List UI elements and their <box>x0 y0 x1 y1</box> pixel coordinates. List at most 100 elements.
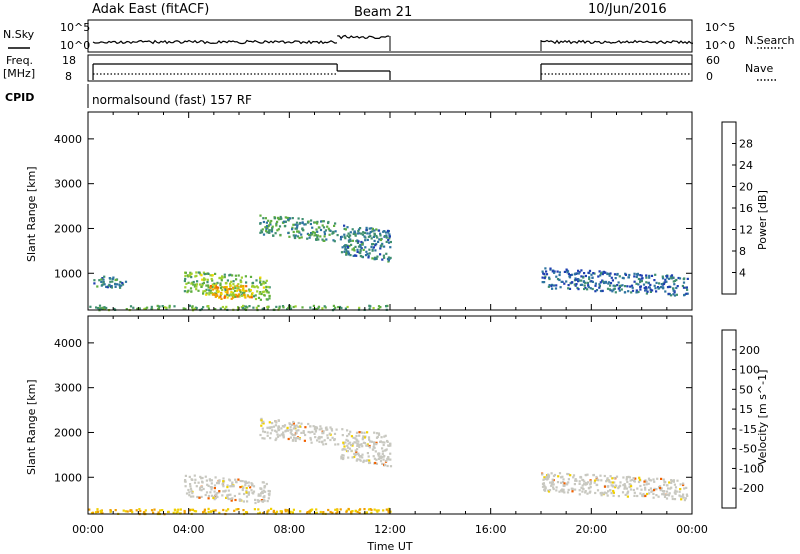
echo-cell <box>184 277 187 280</box>
colorbar-tick-label: 12 <box>739 224 753 237</box>
echo-cell <box>289 305 292 308</box>
echo-cell <box>345 248 348 251</box>
echo-cell <box>297 217 300 220</box>
echo-cell <box>681 284 684 288</box>
echo-cell <box>163 306 166 309</box>
echo-cell <box>617 287 620 290</box>
echo-cell <box>206 278 209 281</box>
echo-cell <box>143 307 146 311</box>
echo-cell <box>678 277 682 280</box>
echo-cell <box>674 486 678 489</box>
echo-cell <box>239 291 242 294</box>
echo-cell <box>108 277 111 280</box>
echo-cell <box>673 498 677 501</box>
echo-cell <box>271 422 274 425</box>
echo-cell <box>226 290 229 293</box>
echo-cell <box>259 280 262 283</box>
echo-cell <box>282 435 285 438</box>
echo-cell <box>322 443 325 446</box>
echo-cell <box>560 280 563 283</box>
echo-cell <box>223 276 226 279</box>
echo-cell <box>575 283 578 286</box>
echo-cell <box>176 510 179 513</box>
echo-cell <box>639 492 642 495</box>
echo-cell <box>282 431 285 434</box>
echo-cell <box>352 232 355 235</box>
echo-cell <box>247 481 250 484</box>
echo-cell <box>320 220 323 223</box>
echo-cell <box>235 289 238 292</box>
echo-cell <box>616 284 619 287</box>
echo-cell <box>210 479 213 482</box>
echo-cell <box>224 282 227 285</box>
echo-cell <box>349 441 352 444</box>
echo-cell <box>595 477 598 480</box>
echo-cell <box>224 287 227 290</box>
echo-cell <box>547 490 551 493</box>
echo-cell <box>386 229 390 232</box>
echo-cell <box>195 285 198 288</box>
echo-cell <box>287 509 290 512</box>
echo-cell <box>645 483 648 486</box>
echo-cell <box>93 282 96 285</box>
echo-cell <box>366 452 369 455</box>
echo-cell <box>683 294 686 297</box>
echo-cell <box>187 488 190 492</box>
echo-cell <box>326 225 329 228</box>
echo-cell <box>290 429 293 432</box>
echo-cell <box>607 282 610 285</box>
echo-cell <box>589 486 592 489</box>
echo-cell <box>375 436 379 439</box>
echo-cell <box>389 246 392 249</box>
echo-cell <box>376 510 379 513</box>
echo-cell <box>124 510 127 513</box>
echo-cell <box>642 283 646 286</box>
echo-cell <box>335 512 338 515</box>
echo-cell <box>103 308 106 311</box>
echo-cell <box>318 440 321 443</box>
echo-cell <box>543 484 546 487</box>
power-x-ticks <box>87 112 693 310</box>
echo-cell <box>297 230 300 233</box>
echo-cell <box>341 434 344 437</box>
echo-cell <box>368 248 371 251</box>
echo-cell <box>357 440 360 443</box>
echo-cell <box>266 305 269 309</box>
echo-cell <box>268 295 271 298</box>
echo-cell <box>340 306 343 310</box>
echo-cell <box>230 280 233 283</box>
echo-cell <box>379 455 383 458</box>
echo-cell <box>195 271 198 274</box>
echo-cell <box>290 432 293 436</box>
echo-cell <box>259 433 262 437</box>
echo-cell <box>568 287 572 290</box>
echo-cell <box>380 436 383 439</box>
echo-cell <box>268 286 271 289</box>
echo-cell <box>344 441 347 444</box>
echo-cell <box>567 272 570 275</box>
freq-label: Freq. <box>6 54 33 67</box>
echo-cell <box>324 442 328 446</box>
echo-cell <box>200 489 203 492</box>
echo-cell <box>295 424 298 427</box>
echo-cell <box>345 438 348 441</box>
echo-cell <box>296 230 299 233</box>
echo-cell <box>224 286 227 289</box>
echo-cell <box>635 275 638 279</box>
echo-cell <box>562 478 565 481</box>
noise-panel-frame <box>87 19 693 53</box>
echo-cell <box>381 450 384 453</box>
echo-cell <box>313 428 316 431</box>
echo-cell <box>213 487 216 490</box>
echo-cell <box>381 447 384 450</box>
echo-cell <box>345 244 348 247</box>
echo-cell <box>649 290 652 293</box>
echo-cell <box>325 238 328 241</box>
echo-cell <box>229 282 232 285</box>
power-colorbar-label: Power [dB] <box>756 190 769 250</box>
echo-cell <box>608 288 611 291</box>
echo-cell <box>243 492 246 496</box>
echo-cell <box>686 494 689 497</box>
echo-cell <box>636 273 639 277</box>
echo-cell <box>387 509 390 512</box>
